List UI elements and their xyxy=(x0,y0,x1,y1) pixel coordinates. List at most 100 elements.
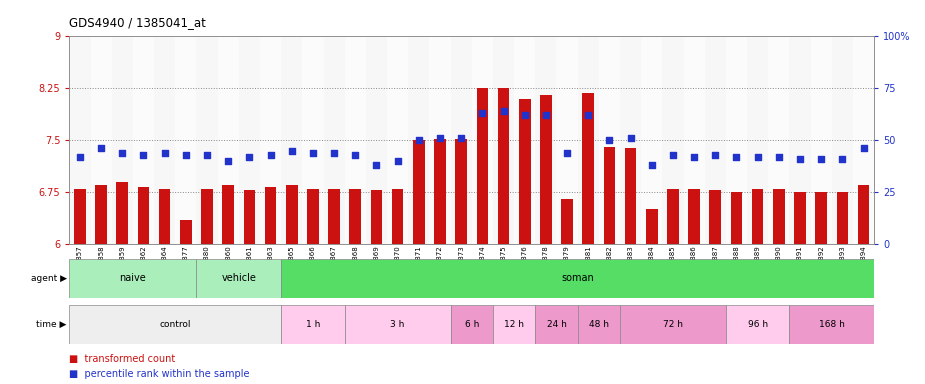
Bar xyxy=(455,139,467,244)
Bar xyxy=(281,305,345,344)
Point xyxy=(200,152,215,158)
Bar xyxy=(747,36,769,244)
Bar xyxy=(536,36,557,244)
Bar xyxy=(789,36,810,244)
Bar xyxy=(138,187,149,244)
Point xyxy=(305,149,320,156)
Text: GDS4940 / 1385041_at: GDS4940 / 1385041_at xyxy=(69,16,206,29)
Point xyxy=(645,162,660,168)
Bar xyxy=(810,36,832,244)
Bar xyxy=(853,36,874,244)
Bar xyxy=(769,36,789,244)
Bar xyxy=(583,93,594,244)
Point xyxy=(708,152,722,158)
Point xyxy=(327,149,341,156)
Bar xyxy=(620,36,641,244)
Bar xyxy=(705,36,726,244)
Text: vehicle: vehicle xyxy=(221,273,256,283)
Bar xyxy=(836,192,848,244)
Bar xyxy=(260,36,281,244)
Bar xyxy=(345,36,366,244)
Bar xyxy=(857,185,869,244)
Point xyxy=(284,147,299,154)
Bar xyxy=(536,305,577,344)
Text: 6 h: 6 h xyxy=(464,320,479,329)
Bar xyxy=(350,189,361,244)
Bar xyxy=(519,99,531,244)
Point xyxy=(412,137,426,143)
Point xyxy=(602,137,617,143)
Point xyxy=(560,149,574,156)
Bar xyxy=(74,189,86,244)
Bar xyxy=(154,36,175,244)
Bar xyxy=(472,36,493,244)
Bar xyxy=(243,190,255,244)
Bar xyxy=(752,189,763,244)
Point xyxy=(665,152,680,158)
Bar xyxy=(598,36,620,244)
Bar xyxy=(281,36,302,244)
Bar xyxy=(159,189,170,244)
Point xyxy=(538,112,553,118)
Bar xyxy=(371,190,382,244)
Point xyxy=(793,156,808,162)
Text: 12 h: 12 h xyxy=(504,320,524,329)
Bar xyxy=(726,36,747,244)
Bar xyxy=(493,36,514,244)
Point xyxy=(454,135,469,141)
Point xyxy=(475,110,489,116)
Bar xyxy=(684,36,705,244)
Bar xyxy=(69,36,91,244)
Point xyxy=(835,156,850,162)
Bar xyxy=(91,36,112,244)
Bar xyxy=(557,36,577,244)
Text: ■  percentile rank within the sample: ■ percentile rank within the sample xyxy=(69,369,250,379)
Point xyxy=(857,146,871,152)
Bar xyxy=(180,220,191,244)
Bar xyxy=(667,189,679,244)
Bar xyxy=(815,192,827,244)
Point xyxy=(242,154,257,160)
Bar xyxy=(413,140,425,244)
Point xyxy=(221,158,236,164)
Bar xyxy=(795,192,806,244)
Point xyxy=(369,162,384,168)
Bar xyxy=(731,192,742,244)
Point xyxy=(814,156,829,162)
Point xyxy=(348,152,363,158)
Bar xyxy=(577,36,598,244)
Point xyxy=(771,154,786,160)
Bar xyxy=(577,305,620,344)
Bar xyxy=(450,36,472,244)
Point xyxy=(517,112,532,118)
Text: 3 h: 3 h xyxy=(390,320,405,329)
Bar xyxy=(281,259,874,298)
Bar xyxy=(69,259,196,298)
Text: 48 h: 48 h xyxy=(589,320,609,329)
Bar xyxy=(196,36,217,244)
Point xyxy=(115,149,130,156)
Bar xyxy=(324,36,345,244)
Bar xyxy=(493,305,536,344)
Point xyxy=(496,108,511,114)
Bar xyxy=(450,305,493,344)
Bar xyxy=(498,88,510,244)
Bar xyxy=(202,189,213,244)
Point xyxy=(136,152,151,158)
Bar xyxy=(345,305,450,344)
Bar xyxy=(832,36,853,244)
Bar xyxy=(641,36,662,244)
Text: 1 h: 1 h xyxy=(306,320,320,329)
Text: ■  transformed count: ■ transformed count xyxy=(69,354,176,364)
Bar xyxy=(540,95,551,244)
Point xyxy=(686,154,701,160)
Text: naive: naive xyxy=(119,273,146,283)
Bar xyxy=(620,305,726,344)
Bar xyxy=(239,36,260,244)
Point xyxy=(581,112,596,118)
Point xyxy=(390,158,405,164)
Bar xyxy=(196,259,281,298)
Point xyxy=(179,152,193,158)
Bar xyxy=(69,305,281,344)
Bar xyxy=(328,189,339,244)
